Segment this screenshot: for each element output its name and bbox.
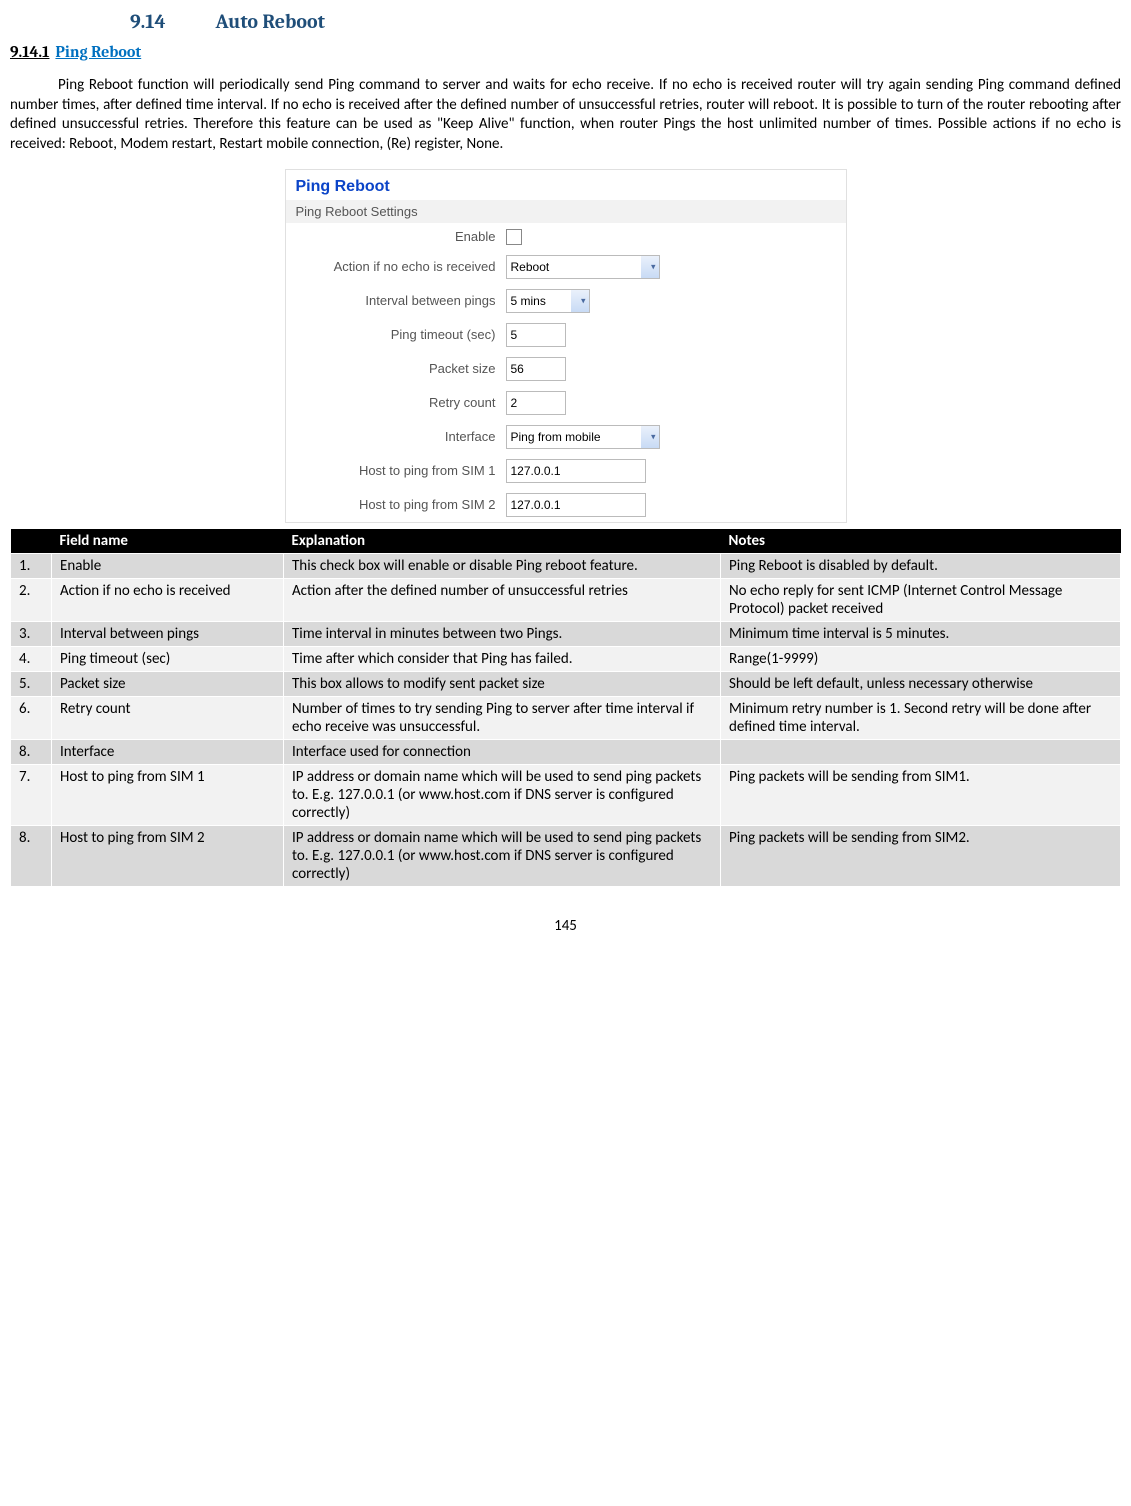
cell-num: 5. [11, 671, 52, 696]
table-row: 3.Interval between pingsTime interval in… [11, 621, 1121, 646]
subsection-heading: 9.14.1 Ping Reboot [10, 43, 1121, 61]
row-action: Action if no echo is received ▾ [286, 250, 846, 284]
cell-exp: This check box will enable or disable Pi… [284, 553, 721, 578]
subsection-title-text: Ping Reboot [55, 43, 141, 61]
cell-field: Interval between pings [52, 621, 284, 646]
cell-num: 4. [11, 646, 52, 671]
cell-field: Action if no echo is received [52, 578, 284, 621]
cell-field: Retry count [52, 696, 284, 739]
label-host1: Host to ping from SIM 1 [296, 463, 506, 478]
label-retry: Retry count [296, 395, 506, 410]
cell-notes: Ping packets will be sending from SIM1. [721, 764, 1121, 825]
cell-field: Host to ping from SIM 2 [52, 825, 284, 886]
enable-checkbox[interactable] [506, 229, 522, 245]
table-row: 7.Host to ping from SIM 1IP address or d… [11, 764, 1121, 825]
action-select[interactable] [506, 255, 660, 279]
cell-num: 3. [11, 621, 52, 646]
row-interface: Interface ▾ [286, 420, 846, 454]
cell-notes: No echo reply for sent ICMP (Internet Co… [721, 578, 1121, 621]
th-num [11, 529, 52, 554]
section-heading: 9.14 Auto Reboot [130, 10, 1121, 33]
cell-notes: Ping Reboot is disabled by default. [721, 553, 1121, 578]
cell-notes [721, 739, 1121, 764]
th-exp: Explanation [284, 529, 721, 554]
section-number: 9.14 [130, 10, 166, 33]
th-field: Field name [52, 529, 284, 554]
table-row: 8.Host to ping from SIM 2IP address or d… [11, 825, 1121, 886]
cell-field: Ping timeout (sec) [52, 646, 284, 671]
cell-exp: Time interval in minutes between two Pin… [284, 621, 721, 646]
row-host1: Host to ping from SIM 1 [286, 454, 846, 488]
ping-reboot-panel: Ping Reboot Ping Reboot Settings Enable … [285, 169, 847, 523]
row-timeout: Ping timeout (sec) [286, 318, 846, 352]
row-host2: Host to ping from SIM 2 [286, 488, 846, 522]
label-packet: Packet size [296, 361, 506, 376]
table-row: 6.Retry countNumber of times to try send… [11, 696, 1121, 739]
cell-exp: This box allows to modify sent packet si… [284, 671, 721, 696]
cell-num: 6. [11, 696, 52, 739]
table-row: 1.EnableThis check box will enable or di… [11, 553, 1121, 578]
cell-exp: IP address or domain name which will be … [284, 825, 721, 886]
intro-paragraph: Ping Reboot function will periodically s… [10, 76, 1121, 154]
cell-notes: Range(1-9999) [721, 646, 1121, 671]
row-retry: Retry count [286, 386, 846, 420]
page-number: 145 [10, 917, 1121, 935]
label-action: Action if no echo is received [296, 259, 506, 274]
label-timeout: Ping timeout (sec) [296, 327, 506, 342]
cell-exp: IP address or domain name which will be … [284, 764, 721, 825]
host2-input[interactable] [506, 493, 646, 517]
cell-num: 8. [11, 739, 52, 764]
cell-exp: Action after the defined number of unsuc… [284, 578, 721, 621]
row-packet: Packet size [286, 352, 846, 386]
table-row: 2.Action if no echo is receivedAction af… [11, 578, 1121, 621]
cell-exp: Number of times to try sending Ping to s… [284, 696, 721, 739]
host1-input[interactable] [506, 459, 646, 483]
cell-field: Packet size [52, 671, 284, 696]
intro-text: Ping Reboot function will periodically s… [10, 76, 1121, 153]
cell-num: 8. [11, 825, 52, 886]
label-host2: Host to ping from SIM 2 [296, 497, 506, 512]
packet-input[interactable] [506, 357, 566, 381]
panel-subtitle: Ping Reboot Settings [286, 200, 846, 223]
cell-notes: Minimum time interval is 5 minutes. [721, 621, 1121, 646]
panel-title: Ping Reboot [286, 170, 846, 200]
section-title-text: Auto Reboot [216, 10, 325, 33]
fields-table: Field name Explanation Notes 1.EnableThi… [10, 529, 1121, 887]
cell-exp: Interface used for connection [284, 739, 721, 764]
cell-field: Enable [52, 553, 284, 578]
label-interface: Interface [296, 429, 506, 444]
interface-select[interactable] [506, 425, 660, 449]
cell-notes: Should be left default, unless necessary… [721, 671, 1121, 696]
cell-field: Interface [52, 739, 284, 764]
subsection-number: 9.14.1 [10, 43, 49, 61]
row-interval: Interval between pings ▾ [286, 284, 846, 318]
cell-num: 2. [11, 578, 52, 621]
cell-num: 1. [11, 553, 52, 578]
row-enable: Enable [286, 223, 846, 250]
timeout-input[interactable] [506, 323, 566, 347]
table-row: 4.Ping timeout (sec)Time after which con… [11, 646, 1121, 671]
cell-notes: Minimum retry number is 1. Second retry … [721, 696, 1121, 739]
label-interval: Interval between pings [296, 293, 506, 308]
retry-input[interactable] [506, 391, 566, 415]
table-row: 5.Packet sizeThis box allows to modify s… [11, 671, 1121, 696]
cell-num: 7. [11, 764, 52, 825]
cell-field: Host to ping from SIM 1 [52, 764, 284, 825]
interval-select[interactable] [506, 289, 590, 313]
cell-exp: Time after which consider that Ping has … [284, 646, 721, 671]
th-notes: Notes [721, 529, 1121, 554]
cell-notes: Ping packets will be sending from SIM2. [721, 825, 1121, 886]
table-row: 8.InterfaceInterface used for connection [11, 739, 1121, 764]
label-enable: Enable [296, 229, 506, 244]
